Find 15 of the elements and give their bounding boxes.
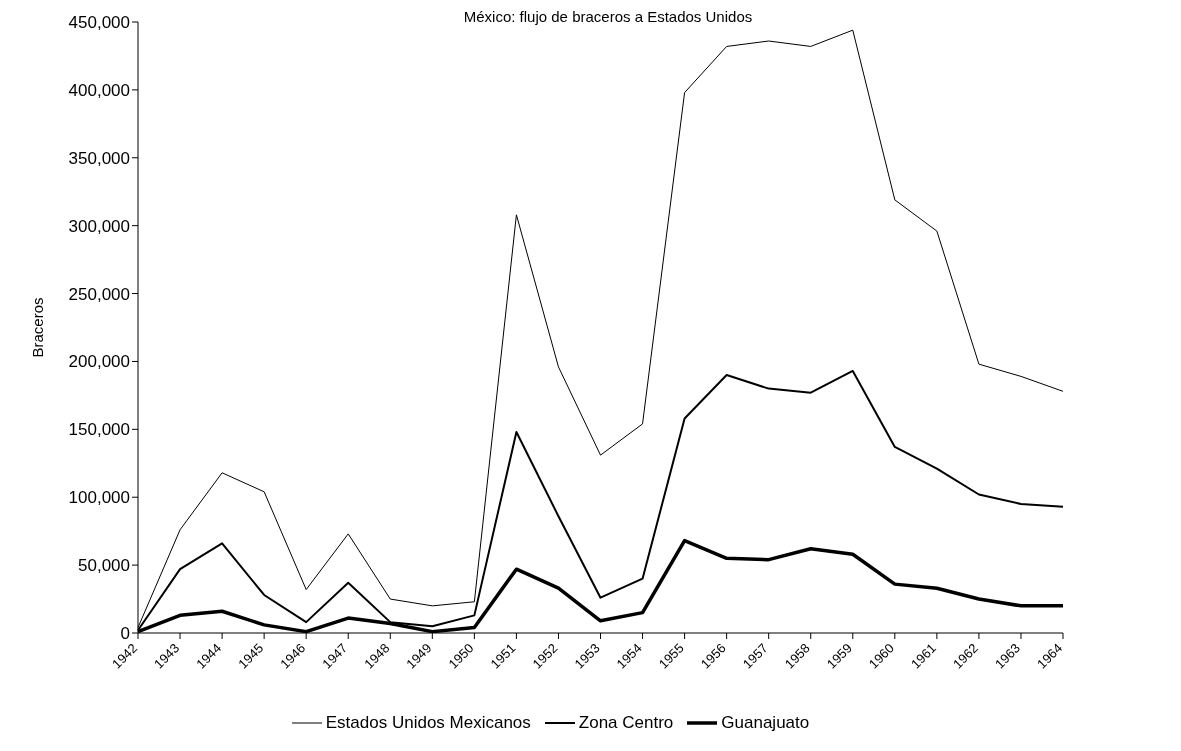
y-tick-label: 250,000 bbox=[68, 284, 130, 304]
legend-label: Zona Centro bbox=[577, 713, 674, 733]
y-tick-label: 150,000 bbox=[68, 420, 130, 440]
y-tick-label: 0 bbox=[120, 624, 130, 644]
y-tick-label: 450,000 bbox=[68, 13, 130, 33]
legend-label: Guanajuato bbox=[720, 713, 810, 733]
chart-title: México: flujo de braceros a Estados Unidos bbox=[463, 8, 753, 25]
y-tick-label: 350,000 bbox=[68, 148, 130, 168]
y-tick-label: 200,000 bbox=[68, 352, 130, 372]
y-axis-title: Braceros bbox=[29, 297, 47, 358]
y-tick-label: 100,000 bbox=[68, 488, 130, 508]
y-tick-label: 400,000 bbox=[68, 80, 130, 100]
legend-label: Estados Unidos Mexicanos bbox=[324, 713, 531, 733]
y-tick-label: 50,000 bbox=[78, 556, 130, 576]
y-tick-label: 300,000 bbox=[68, 216, 130, 236]
